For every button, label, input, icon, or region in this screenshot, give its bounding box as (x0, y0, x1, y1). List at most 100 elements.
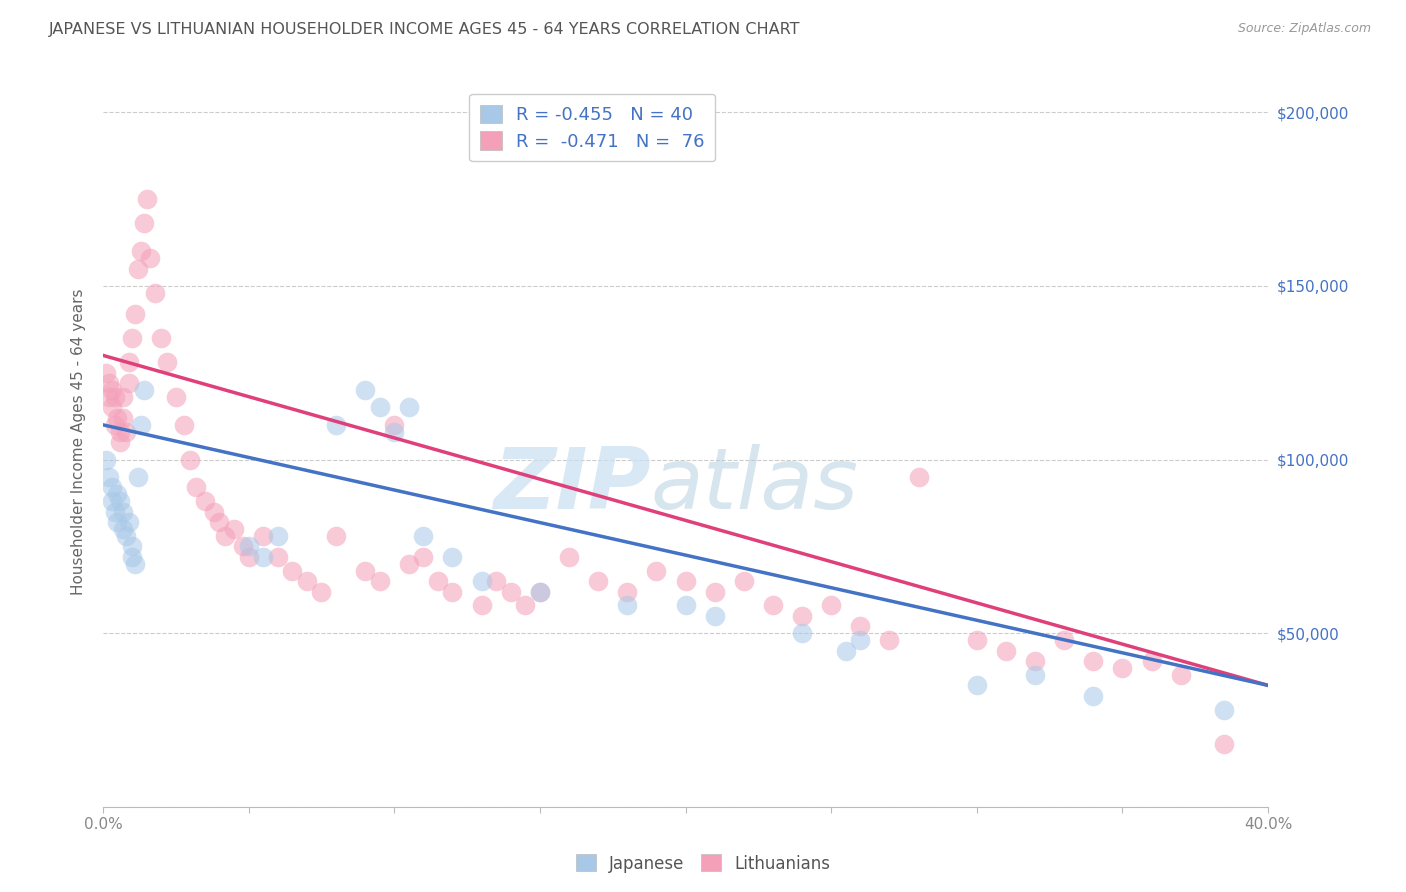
Point (121, 331, 143, 345)
Point (1213, 703, 1236, 717)
Point (398, 401, 420, 415)
Point (124, 307, 146, 321)
Point (124, 557, 146, 571)
Point (820, 599, 842, 613)
Point (118, 376, 141, 391)
Point (100, 480, 122, 494)
Point (398, 557, 420, 571)
Point (252, 549, 274, 564)
Point (232, 540, 254, 554)
Point (110, 494, 132, 508)
Point (138, 251, 160, 265)
Point (127, 470, 149, 484)
Point (675, 599, 697, 613)
Point (238, 549, 260, 564)
Point (238, 540, 260, 554)
Point (1024, 668, 1046, 682)
Point (368, 574, 391, 589)
Point (879, 633, 901, 648)
Point (103, 390, 125, 404)
Point (558, 549, 581, 564)
Point (135, 192, 157, 206)
Point (107, 515, 129, 529)
Point (103, 417, 125, 432)
Point (112, 505, 135, 519)
Point (485, 574, 508, 589)
Point (966, 678, 988, 692)
Point (994, 643, 1017, 657)
Text: ZIP: ZIP (494, 444, 651, 527)
Point (107, 487, 129, 501)
Point (354, 383, 377, 397)
Legend: R = -0.455   N = 40, R =  -0.471   N =  76: R = -0.455 N = 40, R = -0.471 N = 76 (470, 94, 716, 161)
Point (354, 564, 377, 578)
Point (790, 608, 813, 623)
Point (1024, 654, 1046, 668)
Point (118, 515, 141, 529)
Point (103, 505, 125, 519)
Point (703, 584, 725, 599)
Point (107, 410, 129, 425)
Point (835, 643, 858, 657)
Point (97, 390, 120, 404)
Text: Source: ZipAtlas.com: Source: ZipAtlas.com (1237, 22, 1371, 36)
Point (184, 480, 207, 494)
Point (100, 401, 122, 415)
Point (127, 261, 149, 276)
Point (156, 355, 179, 369)
Point (112, 390, 135, 404)
Point (441, 549, 464, 564)
Point (849, 633, 872, 648)
Point (129, 417, 152, 432)
Point (762, 599, 785, 613)
Point (100, 383, 122, 397)
Point (118, 355, 141, 369)
Point (382, 417, 405, 432)
Point (115, 529, 138, 543)
Point (110, 425, 132, 439)
Point (202, 505, 225, 519)
Point (179, 452, 201, 467)
Point (790, 626, 813, 640)
Point (222, 522, 245, 536)
Point (1053, 633, 1076, 648)
Point (1111, 661, 1133, 675)
Point (267, 529, 290, 543)
Point (849, 619, 872, 633)
Point (1140, 654, 1163, 668)
Point (194, 494, 217, 508)
Text: atlas: atlas (651, 444, 859, 527)
Point (267, 549, 290, 564)
Point (499, 584, 522, 599)
Point (121, 549, 143, 564)
Point (94, 452, 117, 467)
Point (529, 584, 551, 599)
Point (586, 574, 609, 589)
Point (112, 522, 135, 536)
Point (1170, 668, 1192, 682)
Point (94, 366, 117, 380)
Point (129, 244, 152, 259)
Point (325, 529, 347, 543)
Point (112, 410, 135, 425)
Point (252, 529, 274, 543)
Point (368, 401, 391, 415)
Point (110, 435, 132, 450)
Point (382, 425, 405, 439)
Point (471, 599, 494, 613)
Point (295, 574, 318, 589)
Point (907, 470, 929, 484)
Point (515, 599, 537, 613)
Point (675, 574, 697, 589)
Point (132, 383, 155, 397)
Legend: Japanese, Lithuanians: Japanese, Lithuanians (569, 847, 837, 880)
Point (132, 216, 155, 230)
Point (412, 549, 434, 564)
Point (100, 494, 122, 508)
Point (412, 529, 434, 543)
Point (529, 584, 551, 599)
Point (616, 599, 638, 613)
Y-axis label: Householder Income Ages 45 - 64 years: Householder Income Ages 45 - 64 years (72, 289, 86, 596)
Point (325, 417, 347, 432)
Point (645, 564, 668, 578)
